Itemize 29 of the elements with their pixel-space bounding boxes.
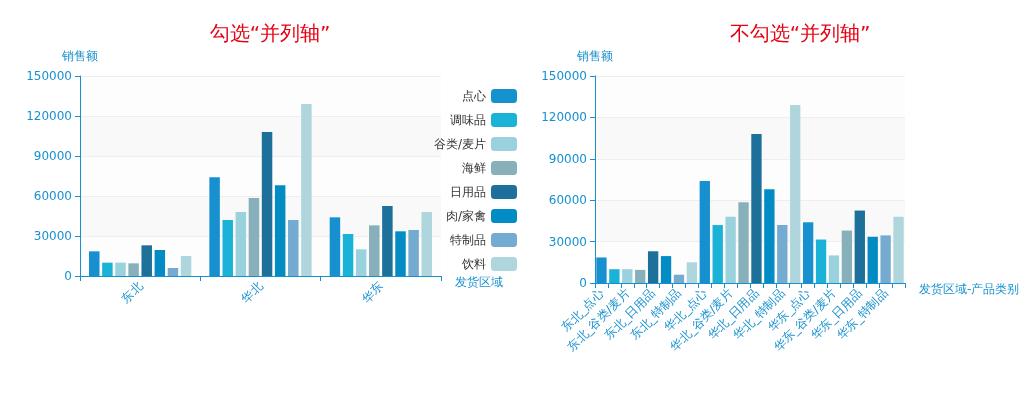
x-axis-title: 发货区域-产品类别 xyxy=(919,282,1020,296)
x-tick-label: 东北 xyxy=(118,279,146,306)
legend-label: 肉/家禽 xyxy=(445,209,486,223)
chart-title: 勾选“并列轴” xyxy=(209,21,331,45)
chart-title: 不勾选“并列轴” xyxy=(729,21,871,45)
x-tick-label: 华北 xyxy=(238,279,266,306)
x-axis-title: 发货区域 xyxy=(455,275,503,289)
y-tick-label: 60000 xyxy=(548,193,587,208)
y-tick-label: 120000 xyxy=(26,109,72,123)
legend-label: 谷类/麦片 xyxy=(433,137,486,151)
legend-label: 日用品 xyxy=(450,185,486,199)
y-tick-label: 0 xyxy=(64,269,72,283)
x-tick-label: 华东 xyxy=(358,279,386,306)
y-tick-label: 150000 xyxy=(541,69,587,83)
y-axis-title: 销售额 xyxy=(61,49,98,63)
legend-label: 饮料 xyxy=(461,257,486,271)
y-tick-label: 120000 xyxy=(541,110,587,125)
y-tick-label: 150000 xyxy=(26,69,72,83)
y-tick-label: 60000 xyxy=(33,189,72,203)
y-tick-label: 30000 xyxy=(548,234,587,249)
legend-label: 点心 xyxy=(462,89,486,103)
y-axis-title: 销售额 xyxy=(576,49,613,63)
legend-label: 特制品 xyxy=(450,233,486,247)
y-tick-label: 30000 xyxy=(33,229,72,243)
y-tick-label: 0 xyxy=(579,276,587,290)
y-tick-label: 90000 xyxy=(548,151,587,166)
y-tick-label: 90000 xyxy=(33,149,72,163)
legend-label: 调味品 xyxy=(450,113,486,127)
legend-label: 海鲜 xyxy=(462,161,486,175)
